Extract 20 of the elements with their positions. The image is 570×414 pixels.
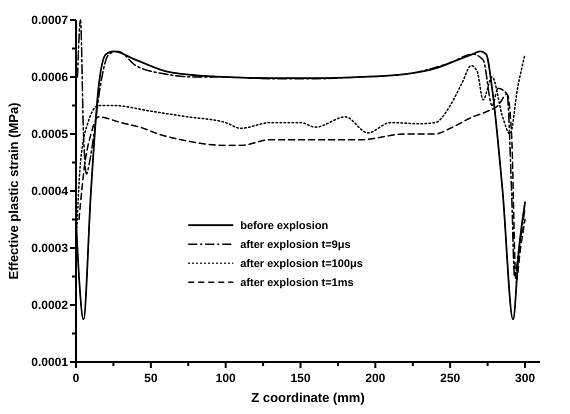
y-tick-label: 0.0004 (31, 184, 68, 198)
y-tick-label: 0.0006 (31, 70, 68, 84)
x-tick-label: 200 (365, 371, 386, 385)
x-tick-label: 300 (515, 371, 536, 385)
y-tick-label: 0.0003 (31, 241, 68, 255)
x-tick-label: 50 (144, 371, 158, 385)
y-tick-label: 0.0005 (31, 127, 68, 141)
y-tick-label: 0.0001 (31, 355, 68, 369)
x-tick-label: 250 (440, 371, 461, 385)
x-tick-label: 0 (72, 371, 80, 385)
legend-label: after explosion t=1ms (240, 277, 354, 290)
y-tick-label: 0.0002 (31, 298, 68, 312)
x-tick-label: 150 (290, 371, 311, 385)
legend-label: after explosion t=100μs (240, 258, 363, 270)
y-tick-label: 0.0007 (31, 13, 68, 27)
legend-label: after explosion t=9μs (240, 239, 351, 252)
x-tick-label: 100 (216, 371, 236, 385)
x-axis-title: Z coordinate (mm) (251, 390, 365, 405)
legend-label: before explosion (240, 220, 329, 232)
y-axis-title: Effective plastic strain (MPa) (6, 102, 21, 280)
